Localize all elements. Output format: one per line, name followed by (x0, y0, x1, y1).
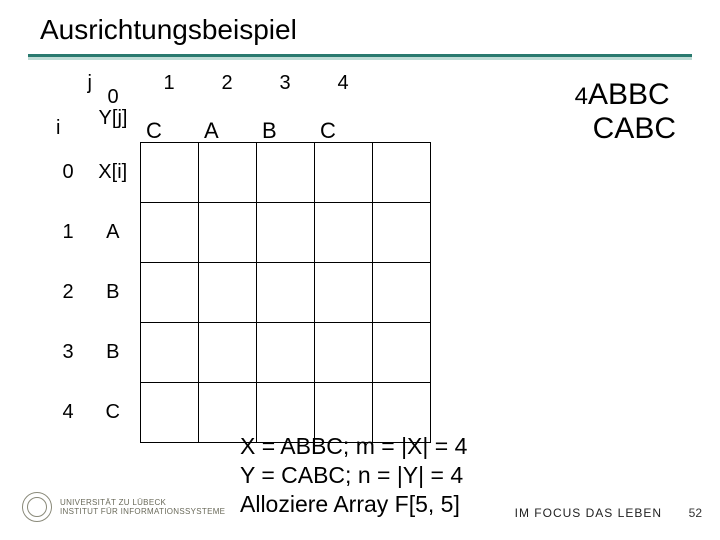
title-underline (28, 54, 692, 60)
cell-1-2 (256, 202, 314, 262)
col2-idx: 2 (221, 72, 232, 94)
cell-3-3 (314, 322, 372, 382)
cell-0-2 (256, 142, 314, 202)
col-index-row: i j 0 Y[j] 1 2 3 4 (50, 74, 430, 108)
side-line1: ABBC (588, 78, 670, 111)
uni-line2: INSTITUT FÜR INFORMATIONSSYSTEME (60, 507, 225, 516)
uni-line1: UNIVERSITÄT ZU LÜBECK (60, 498, 225, 507)
matrix-table: i j 0 Y[j] 1 2 3 4 C A B C (50, 74, 431, 443)
grid-row-3: 3 B (50, 322, 430, 382)
xi-label: X[i] (86, 142, 140, 202)
cell-1-1 (198, 202, 256, 262)
col4-char: C (320, 118, 336, 143)
yj-label-cell: 0 Y[j] (86, 74, 140, 142)
cell-2-4 (372, 262, 430, 322)
cell-0-1 (198, 142, 256, 202)
cell-2-1 (198, 262, 256, 322)
row0-idx: 0 (50, 142, 86, 202)
cell-0-0 (140, 142, 198, 202)
i-label: i (56, 117, 60, 140)
bottom-line2: Y = CABC; n = |Y| = 4 (240, 461, 467, 490)
row1-char: A (86, 202, 140, 262)
slide: Ausrichtungsbeispiel i j 0 Y[j] 1 2 3 4 (0, 0, 720, 540)
row1-idx: 1 (50, 202, 86, 262)
cell-2-0 (140, 262, 198, 322)
page-number: 52 (689, 506, 702, 520)
bottom-line1: X = ABBC; m = |X| = 4 (240, 432, 467, 461)
grid-row-2: 2 B (50, 262, 430, 322)
footer-slogan: IM FOCUS DAS LEBEN (515, 506, 662, 520)
logo-text: UNIVERSITÄT ZU LÜBECK INSTITUT FÜR INFOR… (60, 498, 225, 516)
col4-idx: 4 (337, 72, 348, 94)
grid-row-0: 0 X[i] (50, 142, 430, 202)
cell-2-2 (256, 262, 314, 322)
row3-char: B (86, 322, 140, 382)
col3-idx: 3 (279, 72, 290, 94)
cell-0-3 (314, 142, 372, 202)
row2-idx: 2 (50, 262, 86, 322)
row3-idx: 3 (50, 322, 86, 382)
cell-4-0 (140, 382, 198, 442)
col3-char: B (262, 118, 277, 143)
cell-1-3 (314, 202, 372, 262)
bottom-text: X = ABBC; m = |X| = 4 Y = CABC; n = |Y| … (240, 432, 467, 518)
row4-char: C (86, 382, 140, 442)
cell-3-1 (198, 322, 256, 382)
cell-3-0 (140, 322, 198, 382)
cell-3-2 (256, 322, 314, 382)
alignment-matrix: i j 0 Y[j] 1 2 3 4 C A B C (50, 74, 431, 443)
cell-3-4 (372, 322, 430, 382)
col0-idx: 0 (107, 86, 118, 108)
col1-char: C (146, 118, 162, 143)
row2-char: B (86, 262, 140, 322)
seal-icon (22, 492, 52, 522)
col1-idx: 1 (163, 72, 174, 94)
footer-logo: UNIVERSITÄT ZU LÜBECK INSTITUT FÜR INFOR… (22, 492, 225, 522)
yj-label: Y[j] (99, 107, 128, 129)
cell-2-3 (314, 262, 372, 322)
ij-corner: i j (50, 74, 86, 142)
slide-title: Ausrichtungsbeispiel (40, 14, 297, 46)
row4-idx: 4 (50, 382, 86, 442)
side-sequences: 4ABBC CABC (575, 78, 676, 146)
grid-row-1: 1 A (50, 202, 430, 262)
bottom-line3: Alloziere Array F[5, 5] (240, 490, 467, 519)
j-label: j (88, 72, 92, 95)
cell-1-4 (372, 202, 430, 262)
side-line2: CABC (593, 112, 676, 146)
col2-char: A (204, 118, 219, 143)
side-sup: 4 (575, 83, 588, 110)
cell-0-4 (372, 142, 430, 202)
cell-1-0 (140, 202, 198, 262)
